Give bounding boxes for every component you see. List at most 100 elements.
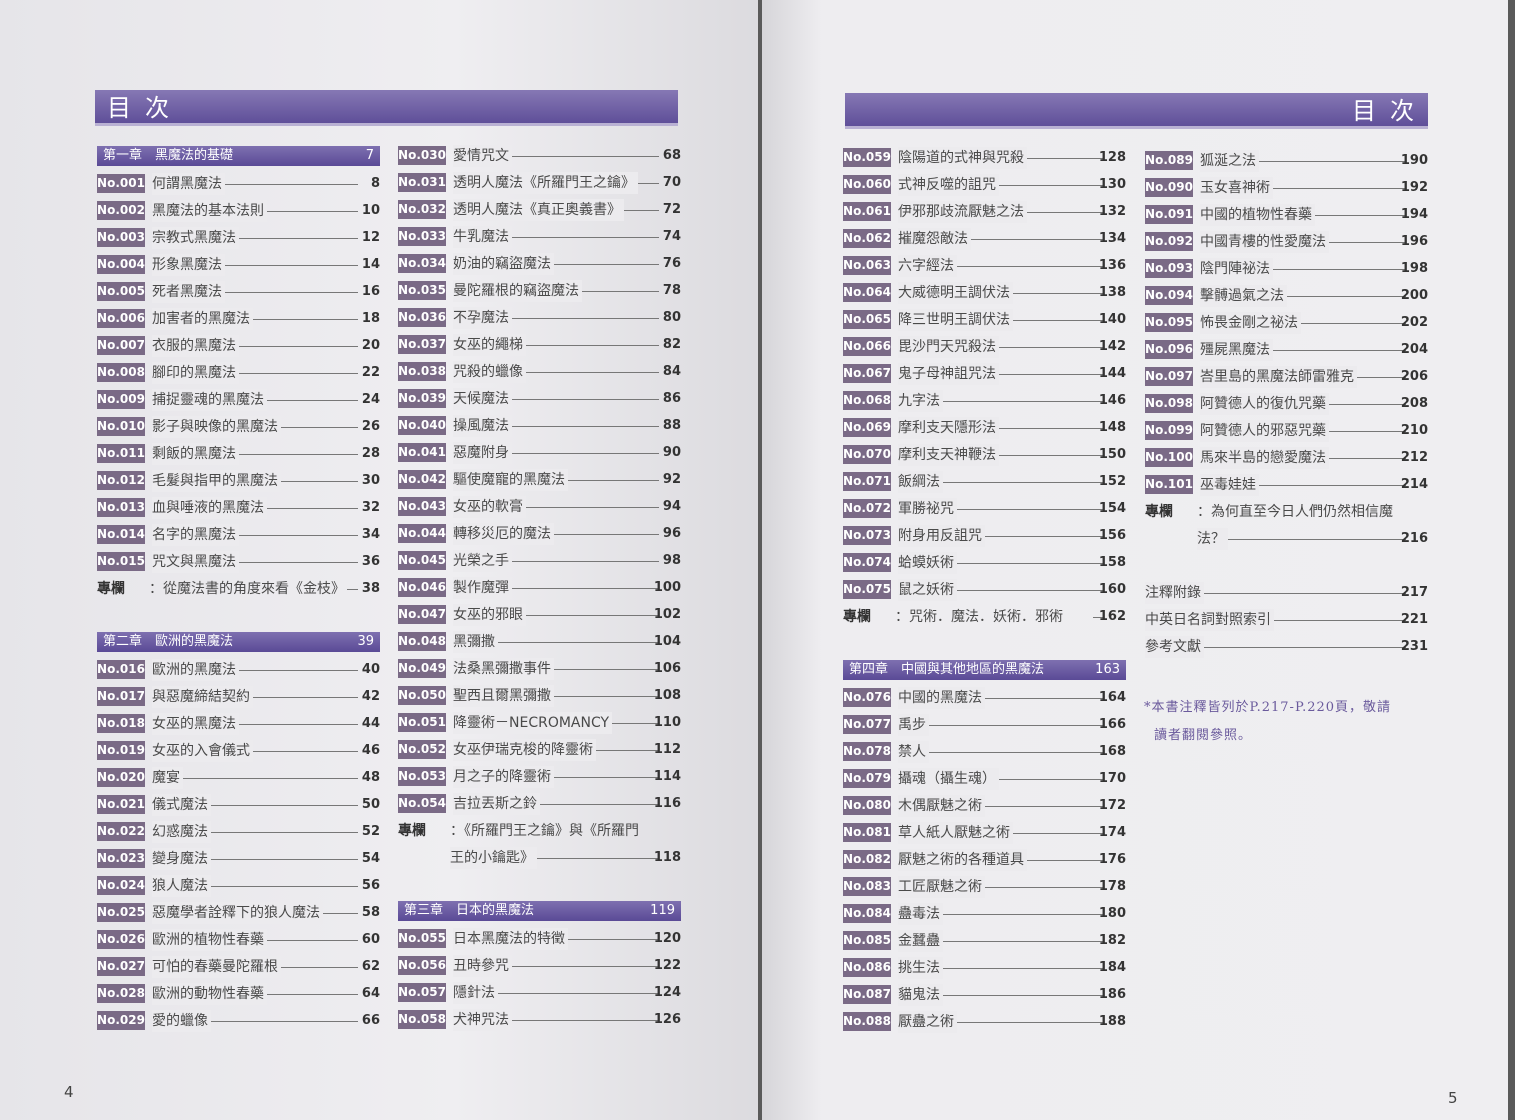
toc-entry[interactable]: No.059 陰陽道的式神與咒殺 128 xyxy=(843,147,1126,169)
toc-entry[interactable]: No.009 捕捉靈魂的黑魔法 24 xyxy=(97,389,380,411)
toc-entry[interactable]: No.031 透明人魔法《所羅門王之鑰》 70 xyxy=(398,172,681,194)
toc-entry[interactable]: No.071 飯綱法 152 xyxy=(843,471,1126,493)
toc-entry[interactable]: No.021 儀式魔法 50 xyxy=(97,794,380,816)
toc-entry[interactable]: No.067 鬼子母神詛咒法 144 xyxy=(843,363,1126,385)
toc-entry[interactable]: No.100 馬來半島的戀愛魔法 212 xyxy=(1145,447,1428,469)
toc-entry[interactable]: No.023 變身魔法 54 xyxy=(97,848,380,870)
toc-entry[interactable]: No.093 陰門陣祕法 198 xyxy=(1145,258,1428,280)
toc-entry[interactable]: No.043 女巫的軟膏 94 xyxy=(398,496,681,518)
toc-entry[interactable]: No.025 惡魔學者詮釋下的狼人魔法 58 xyxy=(97,902,380,924)
appendix-entry[interactable]: 中英日名詞對照索引 221 xyxy=(1145,609,1428,631)
toc-entry[interactable]: No.019 女巫的入會儀式 46 xyxy=(97,740,380,762)
toc-entry[interactable]: No.085 金蠶蠱 182 xyxy=(843,930,1126,952)
toc-entry[interactable]: No.075 鼠之妖術 160 xyxy=(843,579,1126,601)
toc-entry[interactable]: No.082 厭魅之術的各種道具 176 xyxy=(843,849,1126,871)
toc-entry[interactable]: No.030 愛情咒文 68 xyxy=(398,145,681,167)
toc-entry[interactable]: No.022 幻惑魔法 52 xyxy=(97,821,380,843)
toc-entry[interactable]: No.084 蠱毒法 180 xyxy=(843,903,1126,925)
toc-entry[interactable]: No.072 軍勝祕咒 154 xyxy=(843,498,1126,520)
column-entry[interactable]: 專欄 ：從魔法書的角度來看《金枝》 38 xyxy=(97,578,380,600)
toc-entry[interactable]: No.004 形象黑魔法 14 xyxy=(97,254,380,276)
toc-entry[interactable]: No.035 曼陀羅根的竊盜魔法 78 xyxy=(398,280,681,302)
column-entry[interactable]: 專欄 ：咒術．魔法．妖術．邪術 162 xyxy=(843,606,1126,628)
toc-entry[interactable]: No.096 殭屍黑魔法 204 xyxy=(1145,339,1428,361)
toc-entry[interactable]: No.050 聖西且爾黑彌撒 108 xyxy=(398,685,681,707)
toc-entry[interactable]: No.048 黑彌撒 104 xyxy=(398,631,681,653)
toc-entry[interactable]: No.083 工匠厭魅之術 178 xyxy=(843,876,1126,898)
toc-entry[interactable]: No.055 日本黑魔法的特徵 120 xyxy=(398,928,681,950)
toc-entry[interactable]: No.061 伊邪那歧流厭魅之法 132 xyxy=(843,201,1126,223)
column-entry[interactable]: 專欄 ：《所羅門王之鑰》與《所羅門 xyxy=(398,820,681,842)
toc-entry[interactable]: No.062 摧魔怨敵法 134 xyxy=(843,228,1126,250)
toc-entry[interactable]: No.006 加害者的黑魔法 18 xyxy=(97,308,380,330)
toc-entry[interactable]: No.099 阿贊德人的邪惡咒藥 210 xyxy=(1145,420,1428,442)
toc-entry[interactable]: No.063 六字經法 136 xyxy=(843,255,1126,277)
toc-entry[interactable]: No.090 玉女喜神術 192 xyxy=(1145,177,1428,199)
appendix-entry[interactable]: 參考文獻 231 xyxy=(1145,636,1428,658)
chapter-header[interactable]: 第一章 黑魔法的基礎 7 xyxy=(97,146,380,166)
toc-entry[interactable]: No.088 厭蠱之術 188 xyxy=(843,1011,1126,1033)
toc-entry[interactable]: No.041 惡魔附身 90 xyxy=(398,442,681,464)
toc-entry[interactable]: No.013 血與唾液的黑魔法 32 xyxy=(97,497,380,519)
toc-entry[interactable]: No.042 驅使魔寵的黑魔法 92 xyxy=(398,469,681,491)
toc-entry[interactable]: No.002 黑魔法的基本法則 10 xyxy=(97,200,380,222)
toc-entry[interactable]: No.092 中國青樓的性愛魔法 196 xyxy=(1145,231,1428,253)
toc-entry[interactable]: No.008 腳印的黑魔法 22 xyxy=(97,362,380,384)
toc-entry[interactable]: No.014 名字的黑魔法 34 xyxy=(97,524,380,546)
column-entry[interactable]: 專欄 ：為何直至今日人們仍然相信魔 xyxy=(1145,501,1428,523)
toc-entry[interactable]: No.057 隱針法 124 xyxy=(398,982,681,1004)
toc-entry[interactable]: No.065 降三世明王調伏法 140 xyxy=(843,309,1126,331)
toc-entry[interactable]: No.051 降靈術－NECROMANCY 110 xyxy=(398,712,681,734)
chapter-header[interactable]: 第二章 歐洲的黑魔法 39 xyxy=(97,632,380,652)
toc-entry[interactable]: No.007 衣服的黑魔法 20 xyxy=(97,335,380,357)
toc-entry[interactable]: No.045 光榮之手 98 xyxy=(398,550,681,572)
toc-entry[interactable]: No.024 狼人魔法 56 xyxy=(97,875,380,897)
toc-entry[interactable]: No.054 吉拉丟斯之鈴 116 xyxy=(398,793,681,815)
toc-entry[interactable]: No.077 禹步 166 xyxy=(843,714,1126,736)
toc-entry[interactable]: No.081 草人紙人厭魅之術 174 xyxy=(843,822,1126,844)
toc-entry[interactable]: No.027 可怕的春藥曼陀羅根 62 xyxy=(97,956,380,978)
toc-entry[interactable]: No.080 木偶厭魅之術 172 xyxy=(843,795,1126,817)
toc-entry[interactable]: No.073 附身用反詛咒 156 xyxy=(843,525,1126,547)
toc-entry[interactable]: No.015 咒文與黑魔法 36 xyxy=(97,551,380,573)
toc-entry[interactable]: No.049 法桑黑彌撒事件 106 xyxy=(398,658,681,680)
toc-entry[interactable]: No.026 歐洲的植物性春藥 60 xyxy=(97,929,380,951)
toc-entry[interactable]: No.037 女巫的繩梯 82 xyxy=(398,334,681,356)
toc-entry[interactable]: No.094 擊髆過氣之法 200 xyxy=(1145,285,1428,307)
toc-entry[interactable]: No.086 挑生法 184 xyxy=(843,957,1126,979)
toc-entry[interactable]: No.005 死者黑魔法 16 xyxy=(97,281,380,303)
toc-entry[interactable]: No.091 中國的植物性春藥 194 xyxy=(1145,204,1428,226)
toc-entry[interactable]: No.039 天候魔法 86 xyxy=(398,388,681,410)
toc-entry[interactable]: No.068 九字法 146 xyxy=(843,390,1126,412)
toc-entry[interactable]: No.047 女巫的邪眼 102 xyxy=(398,604,681,626)
toc-entry[interactable]: No.064 大威德明王調伏法 138 xyxy=(843,282,1126,304)
toc-entry[interactable]: No.028 歐洲的動物性春藥 64 xyxy=(97,983,380,1005)
toc-entry[interactable]: No.034 奶油的竊盜魔法 76 xyxy=(398,253,681,275)
toc-entry[interactable]: No.032 透明人魔法《真正奧義書》 72 xyxy=(398,199,681,221)
toc-entry[interactable]: No.097 峇里島的黑魔法師雷雅克 206 xyxy=(1145,366,1428,388)
toc-entry[interactable]: No.052 女巫伊瑞克梭的降靈術 112 xyxy=(398,739,681,761)
toc-entry[interactable]: No.087 貓鬼法 186 xyxy=(843,984,1126,1006)
toc-entry[interactable]: No.098 阿贊德人的復仇咒藥 208 xyxy=(1145,393,1428,415)
appendix-entry[interactable]: 注釋附錄 217 xyxy=(1145,582,1428,604)
toc-entry[interactable]: No.003 宗教式黑魔法 12 xyxy=(97,227,380,249)
toc-entry[interactable]: No.018 女巫的黑魔法 44 xyxy=(97,713,380,735)
toc-entry[interactable]: No.066 毘沙門天咒殺法 142 xyxy=(843,336,1126,358)
toc-entry[interactable]: No.010 影子與映像的黑魔法 26 xyxy=(97,416,380,438)
toc-entry[interactable]: No.076 中國的黑魔法 164 xyxy=(843,687,1126,709)
toc-entry[interactable]: No.017 與惡魔締結契約 42 xyxy=(97,686,380,708)
toc-entry[interactable]: No.011 剩飯的黑魔法 28 xyxy=(97,443,380,465)
toc-entry[interactable]: No.069 摩利支天隱形法 148 xyxy=(843,417,1126,439)
toc-entry[interactable]: No.074 蛤蟆妖術 158 xyxy=(843,552,1126,574)
toc-entry[interactable]: No.053 月之子的降靈術 114 xyxy=(398,766,681,788)
toc-entry[interactable]: No.089 狐涎之法 190 xyxy=(1145,150,1428,172)
toc-entry[interactable]: No.060 式神反噬的詛咒 130 xyxy=(843,174,1126,196)
toc-entry[interactable]: No.033 牛乳魔法 74 xyxy=(398,226,681,248)
toc-entry[interactable]: No.056 丑時參咒 122 xyxy=(398,955,681,977)
toc-entry[interactable]: No.058 犬神咒法 126 xyxy=(398,1009,681,1031)
column-entry-continued[interactable]: 王的小鑰匙》 118 xyxy=(398,847,681,869)
toc-entry[interactable]: No.038 咒殺的蠟像 84 xyxy=(398,361,681,383)
chapter-header[interactable]: 第三章 日本的黑魔法 119 xyxy=(398,901,681,921)
toc-entry[interactable]: No.079 攝魂（攝生魂） 170 xyxy=(843,768,1126,790)
toc-entry[interactable]: No.046 製作魔彈 100 xyxy=(398,577,681,599)
